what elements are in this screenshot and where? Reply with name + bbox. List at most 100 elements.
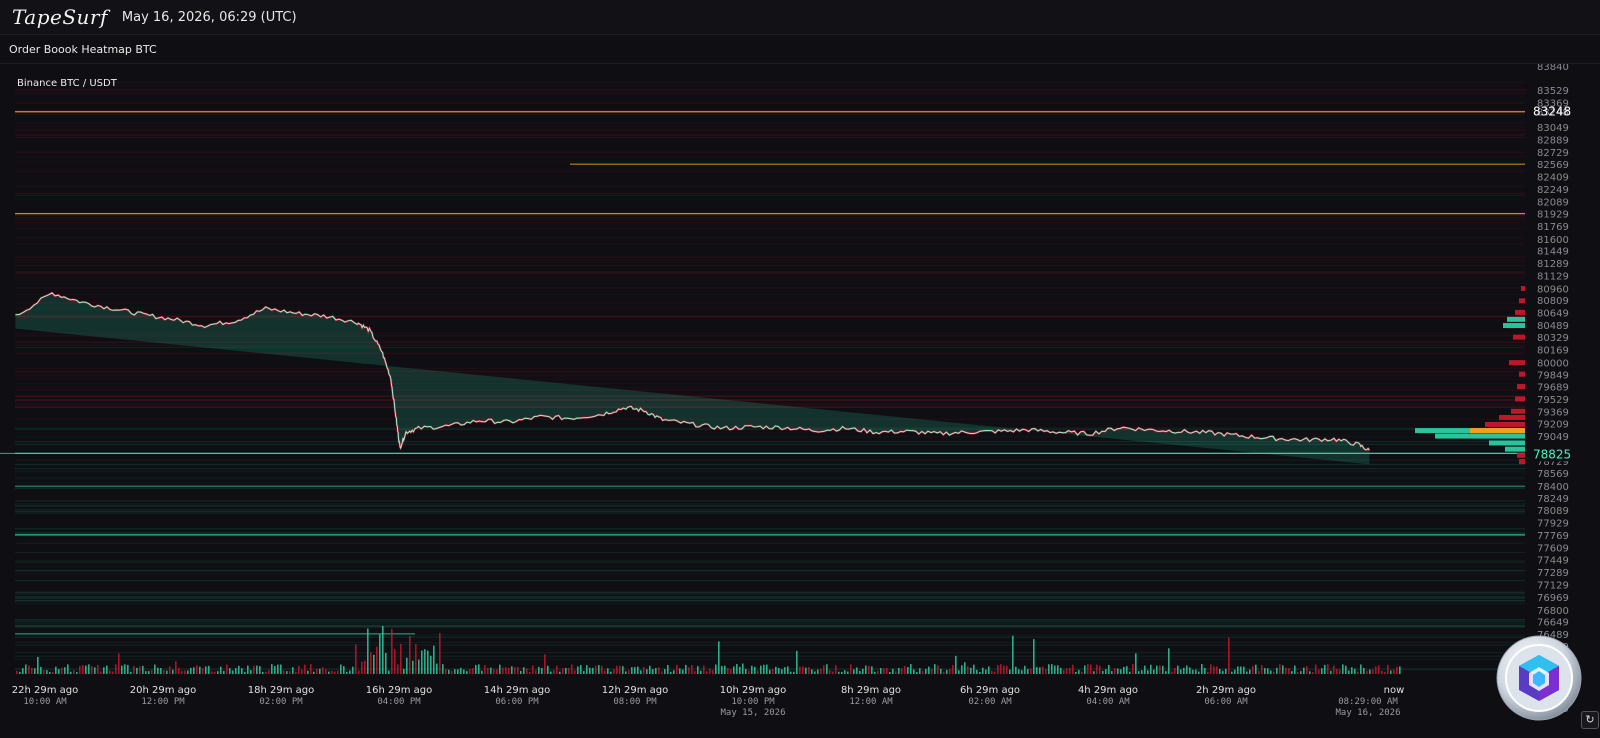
volume-bar <box>100 671 102 674</box>
price-tick-label: 77609 <box>1537 543 1569 554</box>
volume-bar <box>1213 666 1215 674</box>
volume-bar <box>1210 664 1212 674</box>
volume-bar <box>511 666 513 674</box>
refresh-button[interactable]: ↻ <box>1581 711 1599 729</box>
volume-bar <box>838 671 840 674</box>
volume-bar <box>382 626 384 674</box>
volume-bar <box>61 667 63 674</box>
volume-bar <box>103 667 105 674</box>
volume-bar <box>496 669 498 674</box>
volume-bar <box>1156 665 1158 674</box>
volume-bar <box>298 665 300 674</box>
time-tick-clock: 10:00 AM <box>23 697 67 707</box>
volume-bar <box>1138 671 1140 674</box>
volume-bar <box>430 655 432 674</box>
volume-bar <box>1267 668 1269 674</box>
volume-bar <box>1042 666 1044 674</box>
volume-bar <box>415 644 417 674</box>
volume-bar <box>76 671 78 674</box>
volume-bar <box>1126 666 1128 674</box>
volume-bar <box>73 670 75 674</box>
volume-bar <box>1336 668 1338 674</box>
volume-bar <box>682 669 684 674</box>
volume-bar <box>688 667 690 674</box>
volume-bar <box>1117 668 1119 674</box>
volume-bar <box>355 644 357 674</box>
volume-bar <box>988 666 990 674</box>
volume-bar <box>1069 667 1071 674</box>
volume-bar <box>589 667 591 674</box>
volume-bar <box>562 668 564 674</box>
volume-bar <box>646 669 648 674</box>
volume-bar <box>658 667 660 674</box>
volume-bar <box>598 665 600 674</box>
depth-bar <box>1515 309 1525 315</box>
volume-bar <box>1000 664 1002 674</box>
volume-bar <box>1219 668 1221 674</box>
volume-bar <box>1372 669 1374 674</box>
volume-bar <box>376 646 378 674</box>
volume-bar <box>130 671 132 674</box>
volume-bar <box>196 665 198 674</box>
price-tick-label: 79689 <box>1537 383 1569 394</box>
volume-bar <box>898 667 900 674</box>
volume-bar <box>202 668 204 674</box>
volume-bar <box>1354 668 1356 674</box>
volume-bar <box>478 664 480 674</box>
price-tick-label: 78089 <box>1537 506 1569 517</box>
volume-bar <box>1234 669 1236 674</box>
volume-bar <box>370 652 372 674</box>
volume-bar <box>817 669 819 674</box>
depth-bar <box>1511 408 1525 414</box>
volume-bar <box>451 670 453 674</box>
volume-bar <box>94 667 96 674</box>
volume-bar <box>397 664 399 674</box>
volume-bar <box>187 670 189 674</box>
volume-bar <box>1198 671 1200 674</box>
volume-bar <box>1243 666 1245 674</box>
volume-bar <box>1159 665 1161 674</box>
volume-bar <box>1381 670 1383 674</box>
volume-bar <box>916 671 918 674</box>
volume-bar <box>727 667 729 674</box>
volume-bar <box>79 665 81 674</box>
volume-bar <box>1015 666 1017 674</box>
volume-bar <box>388 670 390 674</box>
volume-bar <box>1030 668 1032 674</box>
page-title: Order Boook Heatmap BTC <box>9 42 157 56</box>
depth-profile <box>1415 285 1525 464</box>
price-tick-label: 79209 <box>1537 420 1569 431</box>
volume-bar <box>568 667 570 674</box>
volume-bar <box>91 666 93 674</box>
volume-bar <box>28 665 30 674</box>
volume-bar <box>847 671 849 674</box>
volume-bar <box>193 667 195 674</box>
volume-bar <box>844 670 846 674</box>
volume-bar <box>22 668 24 674</box>
volume-bar <box>289 671 291 674</box>
volume-bar <box>364 660 366 674</box>
price-tick-label: 76489 <box>1537 630 1569 641</box>
cube-badge-icon[interactable] <box>1496 635 1582 721</box>
volume-bar <box>583 671 585 674</box>
volume-bar <box>118 653 120 674</box>
app-logo[interactable]: TapeSurf <box>12 5 108 29</box>
volume-bar <box>649 665 651 674</box>
price-tick-label: 82569 <box>1537 160 1569 171</box>
price-tick-label: 80489 <box>1537 321 1569 332</box>
volume-bar <box>358 670 360 674</box>
volume-bar <box>820 668 822 674</box>
volume-bar <box>1054 665 1056 674</box>
volume-bar <box>880 668 882 674</box>
volume-bar <box>499 664 501 674</box>
volume-bar <box>709 668 711 674</box>
volume-bar <box>967 666 969 674</box>
volume-bar <box>1288 668 1290 674</box>
volume-bar <box>1330 670 1332 674</box>
volume-bar <box>685 664 687 674</box>
volume-bar <box>1231 671 1233 674</box>
volume-bar <box>163 670 165 674</box>
volume-bar <box>1249 669 1251 674</box>
